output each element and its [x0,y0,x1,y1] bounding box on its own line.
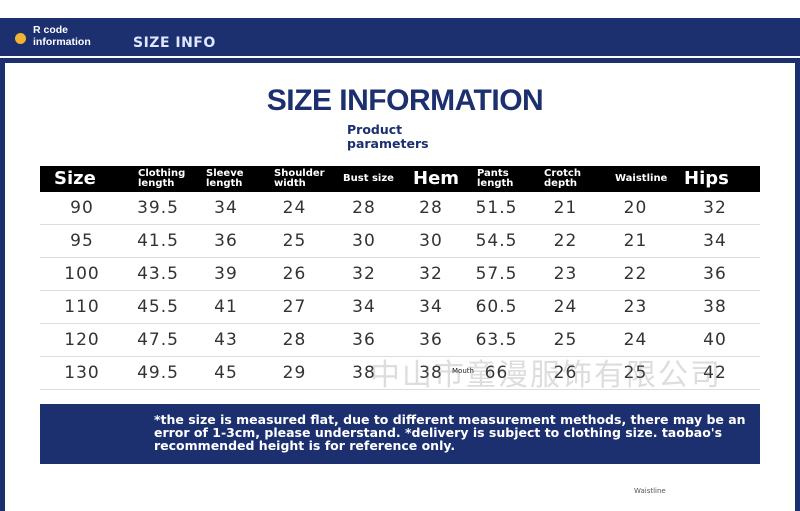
table-row: 95 41.5 36 25 30 30 54.5 22 21 34 [40,224,760,258]
table-row: 100 43.5 39 26 32 32 57.5 23 22 36 [40,257,760,291]
table-cell: 90 [40,192,124,225]
table-cell: 43 [192,323,260,357]
table-cell: 45.5 [124,290,192,324]
size-table: Size Clothing length Sleeve length Shoulder… [40,166,760,390]
table-cell: 21 [601,224,670,258]
table-cell: 32 [670,192,760,225]
table-cell: 34 [329,290,399,324]
table-cell: 22 [530,224,601,258]
table-row: 130 49.5 45 29 38 38 66 26 25 42 [40,356,760,390]
table-cell: 23 [530,257,601,291]
table-cell: 57.5 [463,257,530,291]
column-header: Size [40,166,124,192]
table-cell: 30 [399,224,463,258]
table-cell: 110 [40,290,124,324]
table-cell: 100 [40,257,124,291]
table-cell: 41 [192,290,260,324]
table-cell: 43.5 [124,257,192,291]
column-header: Hips [670,166,760,192]
table-row: 120 47.5 43 28 36 36 63.5 25 24 40 [40,323,760,357]
table-cell: 45 [192,356,260,390]
table-cell: 24 [260,192,329,225]
table-cell: 120 [40,323,124,357]
top-bar [0,18,800,56]
column-header: Clothing length [124,166,192,192]
note: *the size is measured flat, due to diffe… [40,404,760,464]
table-cell: 95 [40,224,124,258]
table-cell: 54.5 [463,224,530,258]
table-body: 90 39.5 34 24 28 28 51.5 21 20 32 95 41.5 36 25 30 30 54… [40,192,760,390]
column-header: Shoulder width [260,166,329,192]
table-cell: 39 [192,257,260,291]
table-cell: 25 [530,323,601,357]
table-cell: 36 [670,257,760,291]
table-cell: 39.5 [124,192,192,225]
table-cell: 20 [601,192,670,225]
badge-dot [15,33,26,44]
table-cell: 34 [670,224,760,258]
table-cell: 26 [260,257,329,291]
table-cell: 24 [601,323,670,357]
table-cell: 38 [399,356,463,390]
tab-label: SIZE INFO [133,35,216,51]
table-cell: 29 [260,356,329,390]
footer-label: Waistline [634,487,666,495]
tag: Mouth [452,367,474,375]
table-cell: 38 [329,356,399,390]
title: SIZE INFORMATION [266,84,544,117]
column-header: Sleeve length [192,166,260,192]
watermark: 中山市童漫服饰有限公司 [370,358,722,393]
table-cell: 27 [260,290,329,324]
table-cell: 25 [601,356,670,390]
header-row: Size Clothing length Sleeve length Shoulder… [40,166,760,192]
table-cell: 32 [329,257,399,291]
table-cell: 24 [530,290,601,324]
table-cell: 47.5 [124,323,192,357]
table-cell: 34 [192,192,260,225]
column-header: Crotch depth [530,166,601,192]
table-cell: 21 [530,192,601,225]
table-cell: 34 [399,290,463,324]
table-cell: 42 [670,356,760,390]
table-cell: 40 [670,323,760,357]
column-header: Waistline [601,166,670,192]
table-cell: 36 [329,323,399,357]
badge-text: R code information [33,24,91,48]
table-cell: 28 [260,323,329,357]
table-cell: 41.5 [124,224,192,258]
table-cell: 63.5 [463,323,530,357]
table-cell: 66 [463,356,530,390]
column-header: Pants length [463,166,530,192]
table-cell: 28 [399,192,463,225]
table-cell: 23 [601,290,670,324]
table-cell: 49.5 [124,356,192,390]
table-row: 90 39.5 34 24 28 28 51.5 21 20 32 [40,192,760,225]
column-header: Hem [399,166,463,192]
table-cell: 30 [329,224,399,258]
table-cell: 28 [329,192,399,225]
subtitle: Product parameters [347,122,429,151]
table-row: 110 45.5 41 27 34 34 60.5 24 23 38 [40,290,760,324]
table-cell: 38 [670,290,760,324]
table-cell: 36 [192,224,260,258]
table-cell: 36 [399,323,463,357]
table-cell: 32 [399,257,463,291]
table-cell: 25 [260,224,329,258]
table-cell: 22 [601,257,670,291]
column-header: Bust size [329,166,399,192]
table-cell: 130 [40,356,124,390]
table-cell: 51.5 [463,192,530,225]
table-cell: 60.5 [463,290,530,324]
table-cell: 26 [530,356,601,390]
